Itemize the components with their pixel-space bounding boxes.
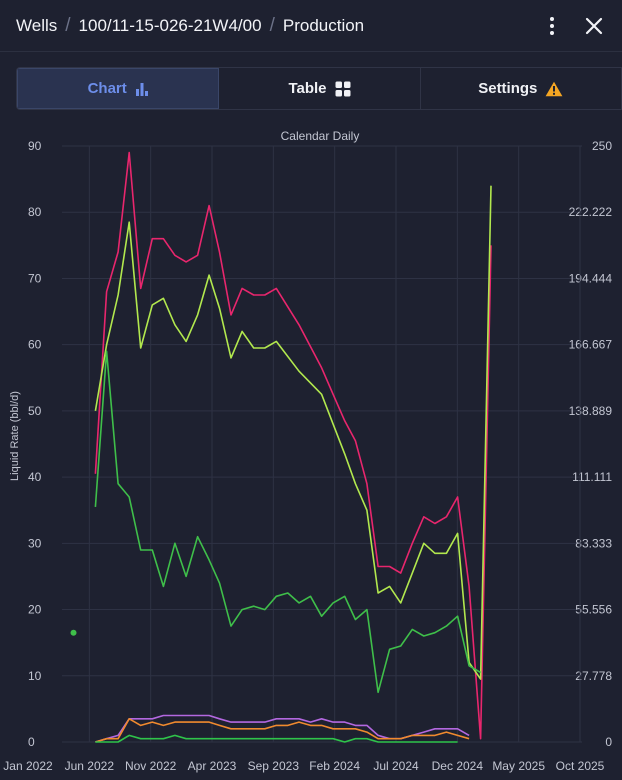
breadcrumb-wells[interactable]: Wells	[16, 15, 58, 35]
y-tick-label: 80	[28, 205, 42, 219]
y-tick-label: 60	[28, 338, 42, 352]
y-axis-label: Liquid Rate (bbl/d)	[9, 391, 21, 481]
y-right-tick-label: 55.556	[575, 603, 612, 617]
tab-settings-label: Settings	[478, 80, 538, 97]
breadcrumb: Wells / 100/11-15-026-21W4/00 / Producti…	[16, 15, 364, 37]
chart-title: Calendar Daily	[281, 129, 360, 143]
series-line-0	[94, 151, 492, 740]
grid-icon	[335, 81, 351, 96]
x-tick-label: Jan 2022	[3, 759, 53, 773]
tab-table-label: Table	[288, 80, 327, 97]
series-line-5	[95, 734, 458, 743]
y-right-tick-label: 83.333	[575, 536, 612, 550]
series-line-2	[94, 350, 482, 694]
more-options-button[interactable]	[540, 14, 564, 38]
production-chart[interactable]: Calendar Daily 0 0 10 27.778 20 55.556 30 83.333…	[0, 120, 622, 780]
x-tick-label: Jun 2022	[65, 759, 115, 773]
breadcrumb-separator: /	[269, 14, 275, 36]
y-tick-label: 90	[28, 139, 42, 153]
y-right-tick-label: 27.778	[575, 669, 612, 683]
close-icon	[585, 17, 603, 34]
y-right-tick-label: 0	[605, 735, 612, 749]
chart-svg: Calendar Daily 0 0 10 27.778 20 55.556 30 83.333…	[3, 129, 613, 773]
series-line-4	[95, 718, 470, 743]
close-button[interactable]	[582, 14, 606, 38]
x-tick-label: Jul 2024	[373, 759, 419, 773]
y-tick-label: 50	[28, 404, 42, 418]
x-tick-label: Nov 2022	[125, 759, 177, 773]
breadcrumb-separator: /	[65, 14, 71, 36]
y-tick-label: 10	[28, 669, 42, 683]
x-tick-label: May 2025	[492, 759, 545, 773]
y-tick-label: 30	[28, 536, 42, 550]
view-tabs: Chart Table Settings	[16, 67, 622, 110]
y-tick-label: 0	[28, 735, 35, 749]
tab-table[interactable]: Table	[219, 68, 421, 109]
data-point	[70, 629, 77, 636]
x-tick-label: Feb 2024	[309, 759, 360, 773]
y-right-tick-label: 194.444	[569, 271, 613, 285]
warning-icon	[546, 81, 563, 96]
x-tick-label: Sep 2023	[248, 759, 300, 773]
x-tick-label: Dec 2024	[432, 759, 484, 773]
x-tick-label: Apr 2023	[188, 759, 237, 773]
y-right-tick-label: 138.889	[569, 404, 613, 418]
x-tick-label: Oct 2025	[556, 759, 605, 773]
tab-chart[interactable]: Chart	[17, 68, 220, 109]
y-tick-label: 70	[28, 271, 42, 285]
y-tick-label: 40	[28, 470, 42, 484]
vertical-dots-icon	[550, 16, 554, 35]
tab-settings[interactable]: Settings	[420, 68, 622, 109]
breadcrumb-production: Production	[282, 15, 365, 35]
y-right-tick-label: 222.222	[569, 205, 613, 219]
y-right-tick-label: 166.667	[569, 338, 613, 352]
series-line-1	[94, 185, 492, 680]
y-right-tick-label: 250	[592, 139, 612, 153]
y-tick-label: 20	[28, 603, 42, 617]
breadcrumb-well-id[interactable]: 100/11-15-026-21W4/00	[78, 15, 262, 35]
tab-chart-label: Chart	[87, 80, 127, 97]
bar-chart-icon	[135, 82, 148, 96]
y-right-tick-label: 111.111	[572, 470, 612, 484]
header-bar: Wells / 100/11-15-026-21W4/00 / Producti…	[0, 0, 622, 52]
